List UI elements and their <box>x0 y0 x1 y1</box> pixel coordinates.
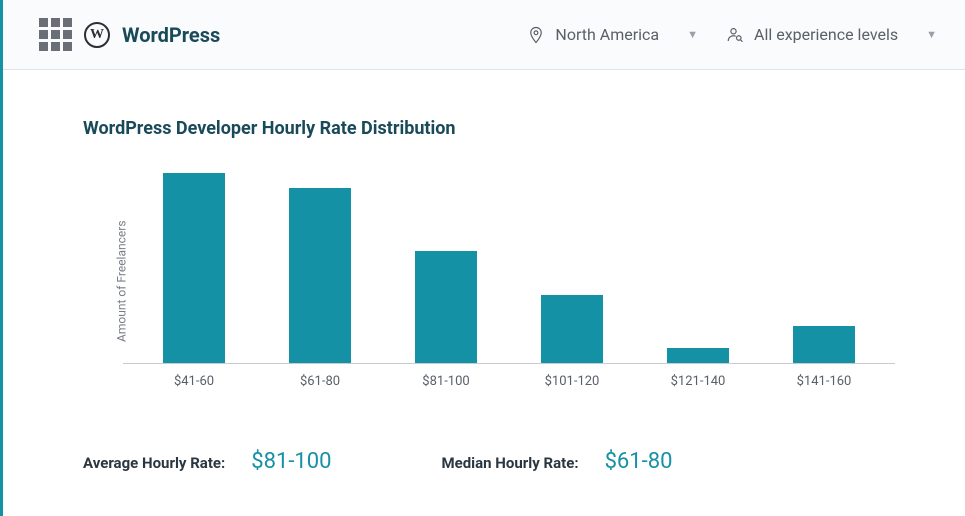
chart-bar-group <box>638 348 758 363</box>
location-pin-icon <box>527 26 545 44</box>
median-rate-stat: Median Hourly Rate: $61-80 <box>442 449 673 474</box>
average-rate-label: Average Hourly Rate: <box>83 454 225 472</box>
chart-bar <box>793 326 855 363</box>
experience-dropdown-label: All experience levels <box>754 25 898 44</box>
content-area: WordPress Developer Hourly Rate Distribu… <box>3 70 965 498</box>
rate-distribution-chart: Amount of Freelancers $41-60$61-80$81-10… <box>73 169 895 399</box>
chart-bar-group <box>512 295 632 363</box>
median-rate-value: $61-80 <box>605 449 673 474</box>
experience-dropdown[interactable]: All experience levels ▼ <box>726 25 937 44</box>
header-filters: North America ▼ All experience levels ▼ <box>527 25 937 44</box>
chart-xlabel: $41-60 <box>134 374 254 389</box>
header-left: W WordPress <box>39 18 220 51</box>
stats-row: Average Hourly Rate: $81-100 Median Hour… <box>73 399 895 474</box>
region-dropdown-label: North America <box>555 25 659 44</box>
chart-xlabel: $121-140 <box>638 374 758 389</box>
chart-bar-group <box>260 188 380 364</box>
wordpress-logo-icon: W <box>84 22 110 48</box>
header-bar: W WordPress North America ▼ All experien… <box>3 0 965 70</box>
chart-xlabel: $141-160 <box>764 374 884 389</box>
chart-xlabels: $41-60 $61-80 $81-100 $101-120 $121-140 $141-… <box>123 364 895 389</box>
chart-bar <box>415 251 477 363</box>
chevron-down-icon: ▼ <box>687 28 698 41</box>
chart-bar <box>289 188 351 364</box>
apps-grid-icon[interactable] <box>39 18 72 51</box>
average-rate-stat: Average Hourly Rate: $81-100 <box>83 449 332 474</box>
chart-bar-group <box>134 173 254 363</box>
chevron-down-icon: ▼ <box>926 28 937 41</box>
person-search-icon <box>726 26 744 44</box>
chart-xlabel: $61-80 <box>260 374 380 389</box>
page-title: WordPress <box>122 23 220 47</box>
chart-plot-area <box>123 169 895 364</box>
chart-title: WordPress Developer Hourly Rate Distribu… <box>73 118 895 139</box>
chart-bar <box>667 348 729 363</box>
chart-bar <box>163 173 225 363</box>
region-dropdown[interactable]: North America ▼ <box>527 25 698 44</box>
median-rate-label: Median Hourly Rate: <box>442 454 579 472</box>
chart-bar <box>541 295 603 363</box>
chart-xlabel: $101-120 <box>512 374 632 389</box>
chart-xlabel: $81-100 <box>386 374 506 389</box>
chart-bar-group <box>386 251 506 363</box>
chart-bar-group <box>764 326 884 363</box>
average-rate-value: $81-100 <box>251 449 331 474</box>
